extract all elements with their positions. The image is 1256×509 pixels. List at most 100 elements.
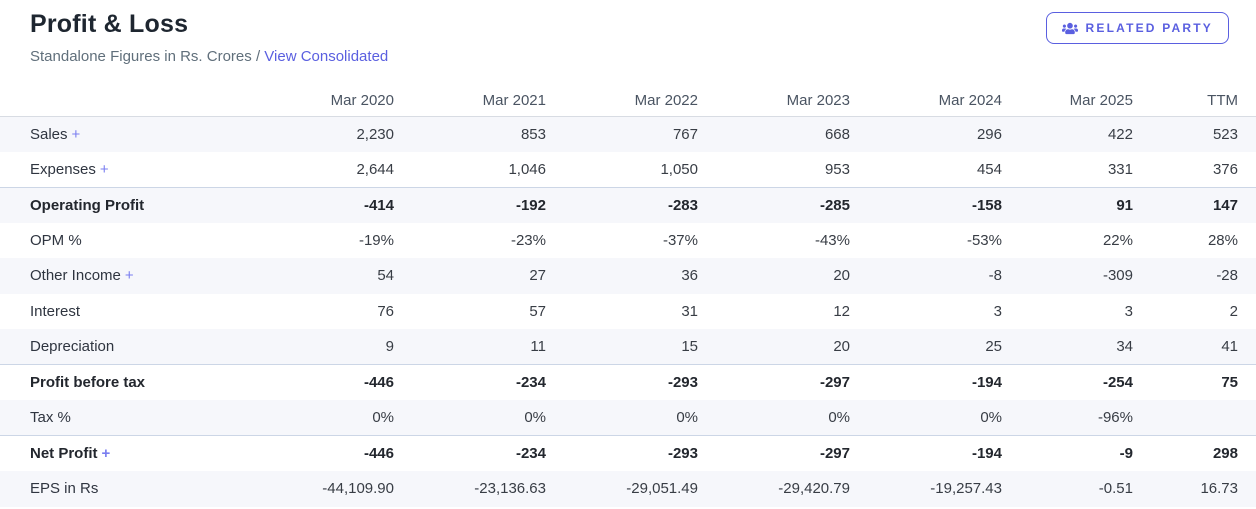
value-cell: -0.51 [1098,480,1133,498]
value-cell: 91 [1002,186,1133,223]
value-cell: -28 [1216,267,1238,285]
value-cell: -414 [242,186,394,223]
value-cell: -293 [546,364,698,400]
value-cell: 75 [1133,364,1256,400]
view-consolidated-link[interactable]: View Consolidated [264,48,389,65]
table-row-tax-: Tax % 0% 0% 0% 0% 0% -96% [0,400,1256,436]
table-row-expenses: Expenses +2,644 1,046 1,050 953 454 331 376 [0,152,1256,188]
table-row-operating-profit: Operating Profit -414 -192 -283 -285 -158 91 14… [0,186,1256,223]
row-label-text: Net Profit [30,445,98,462]
value-cell: 31 [681,302,698,320]
value-cell: -23% [510,231,546,249]
value-cell: 668 [824,125,850,143]
value-cell: 11 [530,338,546,355]
value-cell: 9 [385,338,394,355]
value-cell: -309 [1102,267,1133,285]
expand-plus-button[interactable]: + [71,125,81,143]
value-cell: -194 [850,435,1002,471]
subtitle: Standalone Figures in Rs. Crores / View … [30,48,1228,65]
expand-plus-button[interactable]: + [99,160,109,178]
value-cell: -192 [394,186,546,223]
value-cell: -293 [546,435,698,471]
table-row-opm-: OPM % -19% -23% -37% -43% -53% 22% 28% [0,223,1256,259]
value-cell: -44,109.90 [322,480,394,498]
expand-plus-button[interactable]: + [101,445,111,462]
row-label: Depreciation [0,329,242,365]
table-row-eps-in-rs: EPS in Rs -44,109.90 -23,136.63 -29,051.49 -… [0,471,1256,507]
row-label-text: Sales [30,125,68,143]
value-cell: -446 [242,364,394,400]
table-row-other-income: Other Income +54 27 36 20 -8 -309 -28 [0,258,1256,294]
value-cell: 36 [681,267,698,285]
value-cell: 376 [1212,160,1238,178]
value-cell: 20 [833,267,850,285]
value-cell: -158 [850,186,1002,223]
value-cell: 953 [824,160,850,178]
value-cell: 0% [980,409,1002,426]
column-header-mar-2021: Mar 2021 [394,85,546,117]
table-row-profit-before-tax: Profit before tax -446 -234 -293 -297 -194 -25… [0,364,1256,400]
value-cell: 296 [976,125,1002,143]
value-cell: -19,257.43 [930,480,1002,498]
table-row-interest: Interest 76 57 31 12 3 3 2 [0,294,1256,330]
column-header-ttm: TTM [1133,85,1256,117]
row-label-text: Profit before tax [30,374,146,391]
column-header-mar-2025: Mar 2025 [1002,85,1133,117]
value-cell: 2 [1229,302,1238,320]
row-label: Net Profit + [0,435,242,471]
value-cell: -37% [662,231,698,249]
value-cell: -194 [850,364,1002,400]
row-label-text: Depreciation [30,338,115,355]
section-header: Profit & Loss Standalone Figures in Rs. … [0,0,1256,85]
column-header-mar-2022: Mar 2022 [546,85,698,117]
value-cell: 853 [520,125,546,143]
column-header-mar-2024: Mar 2024 [850,85,1002,117]
value-cell: 3 [993,302,1002,320]
value-cell: -43% [814,231,850,249]
row-label-text: Other Income [30,267,121,285]
value-cell: -234 [394,364,546,400]
row-label-text: EPS in Rs [30,480,99,498]
value-cell: 0% [828,409,850,426]
page-title: Profit & Loss [30,10,189,38]
value-cell: -254 [1002,364,1133,400]
row-label: Operating Profit [0,186,242,223]
value-cell: -29,420.79 [778,480,850,498]
value-cell: 298 [1133,435,1256,471]
value-cell: 34 [1116,338,1133,355]
subtitle-text: Standalone Figures in Rs. Crores / [30,48,261,65]
row-label-text: Expenses [30,160,96,178]
value-cell: 2,644 [356,160,394,178]
row-label-text: OPM % [30,231,82,249]
value-cell [1133,400,1256,436]
value-cell: 2,230 [356,125,394,143]
value-cell: 22% [1102,231,1133,249]
value-cell: -297 [698,435,850,471]
row-label-text: Tax % [30,409,71,426]
value-cell: 1,050 [660,160,698,178]
row-label: EPS in Rs [0,471,242,507]
value-cell: -283 [546,186,698,223]
value-cell: 147 [1133,186,1256,223]
table-row-net-profit: Net Profit + -446 -234 -293 -297 -194 -9 298 [0,435,1256,471]
value-cell: -53% [966,231,1002,249]
related-party-button[interactable]: RELATED PARTY [1045,12,1229,44]
row-label: Sales + [0,116,242,152]
expand-plus-button[interactable]: + [124,267,134,285]
row-label-text: Interest [30,302,81,320]
users-icon [1061,22,1078,35]
value-cell: -96% [1097,409,1133,426]
value-cell: -446 [242,435,394,471]
row-label: Expenses + [0,152,242,188]
row-label: OPM % [0,223,242,259]
value-cell: 331 [1107,160,1133,178]
value-cell: 57 [529,302,546,320]
value-cell: 16.73 [1200,480,1238,498]
value-cell: 454 [976,160,1002,178]
value-cell: 28% [1207,231,1238,249]
row-label-text: Operating Profit [30,196,145,214]
related-party-label: RELATED PARTY [1085,21,1213,35]
value-cell: 12 [833,302,850,320]
row-label: Interest [0,294,242,330]
